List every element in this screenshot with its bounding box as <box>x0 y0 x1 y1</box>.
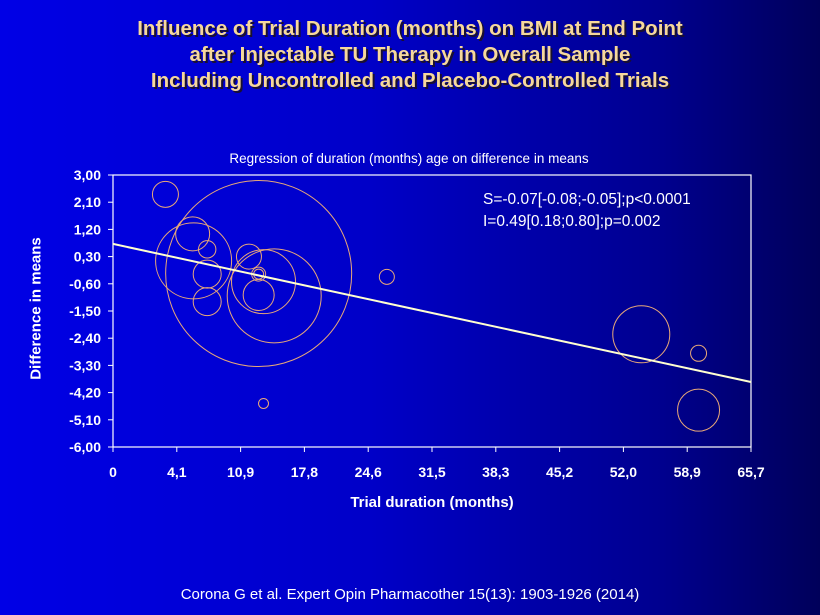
x-tick-label: 24,6 <box>355 464 382 480</box>
x-tick-label: 58,9 <box>674 464 701 480</box>
title-line-2: after Injectable TU Therapy in Overall S… <box>189 43 631 66</box>
x-tick-label: 52,0 <box>610 464 637 480</box>
x-tick-label: 38,3 <box>482 464 509 480</box>
x-tick-label: 31,5 <box>418 464 445 480</box>
data-bubble <box>226 248 322 344</box>
y-tick-label: 0,30 <box>74 249 101 265</box>
x-tick-label: 4,1 <box>167 464 187 480</box>
y-tick-label: -0,60 <box>69 276 101 292</box>
intercept-annotation: I=0.49[0.18;0.80];p=0.002 <box>483 213 661 230</box>
x-tick-label: 0 <box>109 464 117 480</box>
y-tick-label: -3,30 <box>69 357 101 373</box>
chart-title: Regression of duration (months) age on d… <box>229 151 589 166</box>
x-tick-label: 10,9 <box>227 464 254 480</box>
y-tick-label: -1,50 <box>69 303 101 319</box>
y-tick-label: 1,20 <box>74 221 101 237</box>
data-bubble <box>690 344 708 362</box>
regression-line <box>112 242 752 383</box>
y-tick-label: -2,40 <box>69 330 101 346</box>
data-bubble <box>612 305 671 364</box>
data-bubble <box>165 180 353 368</box>
data-bubble <box>378 268 395 285</box>
y-tick-label: -4,20 <box>69 385 101 401</box>
slope-annotation: S=-0.07[-0.08;-0.05];p<0.0001 <box>483 191 691 208</box>
y-axis-label: Difference in means <box>27 237 45 380</box>
y-tick-label: 3,00 <box>74 167 101 183</box>
data-bubble <box>235 243 262 270</box>
y-tick-label: 2,10 <box>74 194 101 210</box>
y-tick-label: -6,00 <box>69 439 101 455</box>
data-bubble <box>175 216 211 252</box>
x-tick-label: 17,8 <box>291 464 318 480</box>
data-bubble <box>151 180 179 208</box>
citation: Corona G et al. Expert Opin Pharmacother… <box>180 586 640 603</box>
title-line-3: Including Uncontrolled and Placebo-Contr… <box>150 69 670 92</box>
data-bubble <box>197 240 217 259</box>
data-bubble <box>258 397 270 409</box>
x-tick-label: 45,2 <box>546 464 573 480</box>
slide-title: Influence of Trial Duration (months) on … <box>0 16 820 94</box>
data-bubble <box>677 388 721 432</box>
x-tick-label: 65,7 <box>737 464 764 480</box>
data-bubble <box>242 278 275 311</box>
data-bubble <box>192 287 222 317</box>
regression-annotation: S=-0.07[-0.08;-0.05];p<0.0001 I=0.49[0.1… <box>483 189 691 233</box>
title-line-1: Influence of Trial Duration (months) on … <box>137 17 683 40</box>
x-axis-label: Trial duration (months) <box>350 494 514 511</box>
y-tick-label: -5,10 <box>69 412 101 428</box>
